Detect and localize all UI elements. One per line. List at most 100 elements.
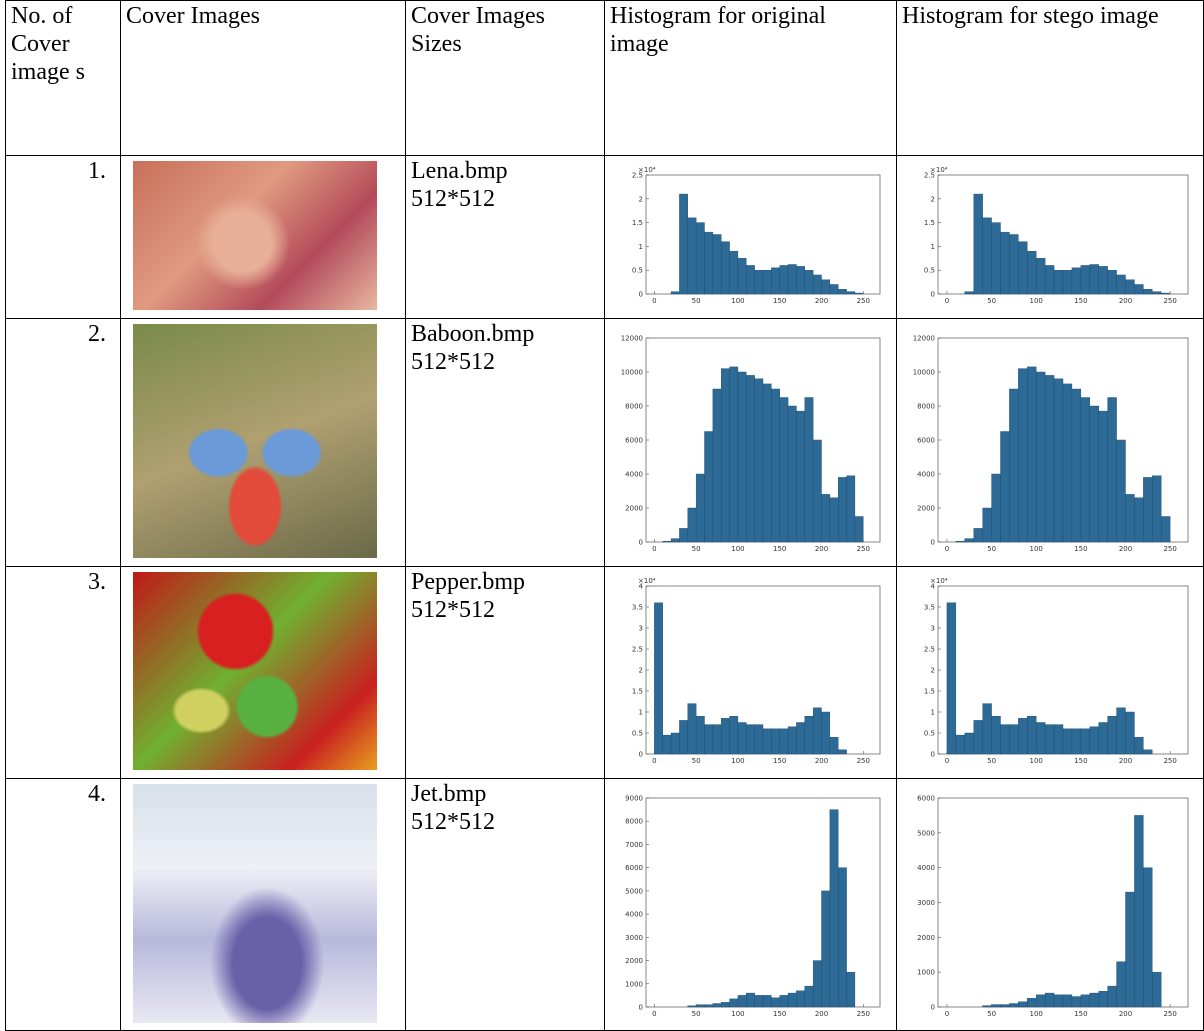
y-tick-label: 5000 — [625, 887, 643, 895]
histogram-bar — [1001, 725, 1010, 754]
histogram-bar — [721, 718, 729, 754]
histogram-bar — [813, 275, 821, 294]
histogram-bar — [688, 1006, 696, 1007]
histogram-bar — [671, 539, 679, 542]
histogram-bar — [1143, 868, 1152, 1007]
y-tick-label: 6000 — [917, 795, 935, 803]
x-tick-label: 150 — [1074, 1010, 1087, 1018]
histogram: 00.511.522.5050100150200250×10⁴ — [612, 163, 888, 310]
y-tick-label: 0 — [931, 291, 935, 299]
histogram-bar — [755, 725, 763, 754]
histogram-bar — [1152, 972, 1161, 1007]
histogram-bar — [1027, 998, 1036, 1007]
histogram-bar — [1036, 258, 1045, 294]
histogram-bar — [688, 508, 696, 542]
histogram-bar — [838, 868, 846, 1007]
x-tick-label: 200 — [1119, 1010, 1132, 1018]
histogram-bar — [805, 986, 813, 1007]
cover-image — [133, 324, 377, 558]
histogram-bar — [847, 972, 855, 1007]
y-tick-label: 7000 — [625, 841, 643, 849]
histogram-bar — [721, 1002, 729, 1007]
y-tick-label: 2 — [639, 667, 643, 675]
x-tick-label: 150 — [773, 757, 786, 765]
histogram-bar — [746, 375, 754, 542]
histogram-bar — [1126, 712, 1135, 754]
histogram-bar — [974, 194, 983, 294]
y-tick-label: 3000 — [625, 934, 643, 942]
y-tick-label: 0 — [639, 1004, 643, 1012]
histogram-bar — [1152, 292, 1161, 294]
histogram-bar — [713, 389, 721, 542]
histogram-bar — [755, 995, 763, 1007]
histogram-bar — [822, 280, 830, 294]
x-tick-label: 50 — [987, 757, 996, 765]
y-tick-label: 1 — [639, 243, 643, 251]
histogram-bar — [1108, 398, 1117, 543]
x-tick-label: 250 — [857, 1010, 870, 1018]
histogram-bar — [1090, 406, 1099, 542]
x-tick-label: 100 — [731, 545, 744, 553]
x-tick-label: 250 — [1163, 545, 1176, 553]
x-tick-label: 150 — [773, 1010, 786, 1018]
axis-scale-label: ×10⁴ — [930, 166, 948, 174]
image-size: 512*512 — [405, 183, 604, 213]
histogram-bar — [1054, 725, 1063, 754]
y-tick-label: 5000 — [917, 829, 935, 837]
header-cell: Histogram for original image — [604, 0, 896, 155]
y-tick-label: 4000 — [625, 471, 643, 479]
histogram-bar — [1126, 494, 1135, 542]
histogram-bar — [780, 265, 788, 294]
row-number: 4. — [5, 778, 120, 818]
y-tick-label: 2000 — [625, 505, 643, 513]
histogram-bar — [1036, 372, 1045, 542]
y-tick-label: 10000 — [621, 369, 643, 377]
histogram-bar — [679, 194, 687, 294]
y-tick-label: 6000 — [625, 864, 643, 872]
y-tick-label: 3 — [931, 625, 935, 633]
y-tick-label: 8000 — [917, 403, 935, 411]
y-tick-label: 0 — [931, 539, 935, 547]
histogram-bar — [822, 891, 830, 1007]
histogram-bar — [847, 292, 855, 294]
histogram-bar — [1063, 995, 1072, 1007]
x-tick-label: 0 — [652, 545, 656, 553]
histogram-bar — [1143, 477, 1152, 542]
x-tick-label: 0 — [945, 545, 949, 553]
histogram-bar — [1001, 1005, 1010, 1007]
histogram-bar — [1054, 379, 1063, 542]
histogram-bar — [1108, 986, 1117, 1007]
histogram-bar — [1063, 384, 1072, 542]
x-tick-label: 250 — [1163, 1010, 1176, 1018]
histogram-bar — [1027, 367, 1036, 542]
y-tick-label: 0 — [931, 1004, 935, 1012]
histogram-bar — [730, 716, 738, 754]
histogram-bar — [956, 541, 965, 542]
histogram-bar — [965, 539, 974, 542]
row-number: 1. — [5, 155, 120, 195]
cover-image — [133, 161, 377, 310]
y-tick-label: 1.5 — [632, 688, 643, 696]
axis-scale-label: ×10⁴ — [638, 166, 656, 174]
histogram-bar — [1018, 369, 1027, 542]
histogram-bar — [838, 477, 846, 542]
histogram-bar — [730, 367, 738, 542]
x-tick-label: 200 — [815, 757, 828, 765]
image-size: 512*512 — [405, 346, 604, 376]
x-tick-label: 200 — [1119, 757, 1132, 765]
histogram-bar — [679, 720, 687, 754]
histogram-bar — [1009, 725, 1018, 754]
histogram-bar — [679, 528, 687, 542]
histogram-bar — [830, 737, 838, 754]
histogram-bar — [992, 716, 1001, 754]
histogram-bar — [1134, 284, 1143, 294]
y-tick-label: 3.5 — [632, 604, 643, 612]
x-tick-label: 50 — [987, 545, 996, 553]
y-tick-label: 1000 — [625, 980, 643, 988]
x-tick-label: 250 — [857, 757, 870, 765]
histogram-bar — [1009, 389, 1018, 542]
histogram-bar — [813, 708, 821, 754]
histogram-bar — [822, 712, 830, 754]
histogram-bar — [1099, 723, 1108, 755]
row-number: 3. — [5, 566, 120, 606]
